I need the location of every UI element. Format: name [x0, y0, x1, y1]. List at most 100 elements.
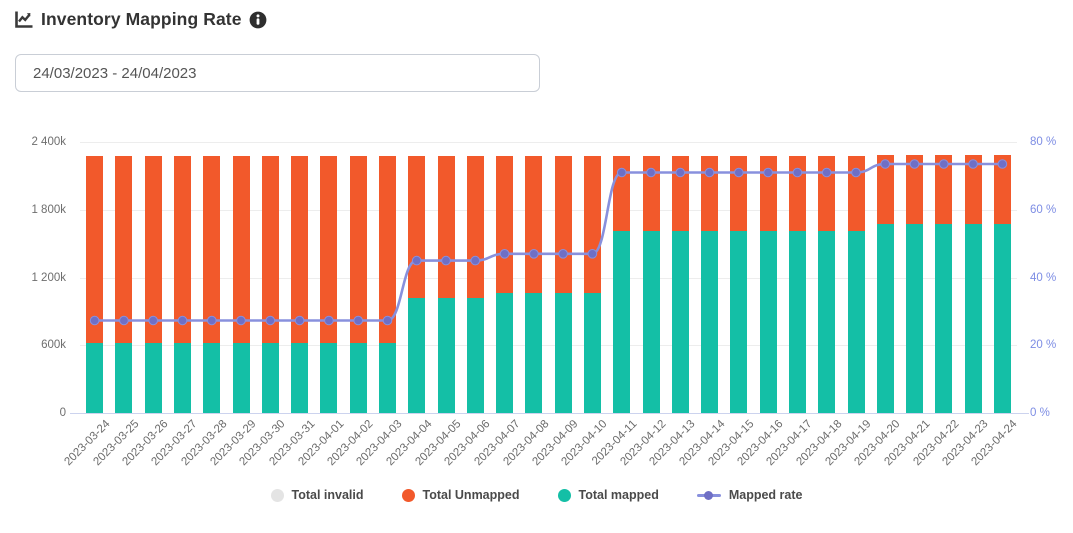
mapped-rate-point[interactable]: [294, 315, 305, 326]
bar-segment-total-mapped[interactable]: [818, 230, 836, 413]
mapped-rate-point[interactable]: [939, 159, 949, 169]
bar-segment-total-mapped[interactable]: [291, 343, 309, 413]
bar-segment-total-mapped[interactable]: [788, 230, 806, 413]
mapped-rate-point[interactable]: [353, 315, 364, 326]
bar-segment-total-mapped[interactable]: [203, 343, 221, 413]
bar-segment-total-mapped[interactable]: [906, 223, 923, 413]
bar-segment-total-unmapped[interactable]: [349, 156, 367, 343]
mapped-rate-point[interactable]: [675, 167, 686, 178]
bar-segment-total-unmapped[interactable]: [144, 156, 162, 343]
bar-segment-total-unmapped[interactable]: [847, 156, 865, 231]
bar-segment-total-unmapped[interactable]: [203, 156, 221, 343]
mapped-rate-point[interactable]: [236, 315, 246, 326]
bar-segment-total-mapped[interactable]: [583, 293, 601, 413]
mapped-rate-point[interactable]: [704, 167, 715, 178]
daterange-input[interactable]: [15, 54, 540, 92]
mapped-rate-point[interactable]: [646, 167, 656, 178]
bar-segment-total-unmapped[interactable]: [730, 156, 748, 231]
legend-item-total-invalid[interactable]: Total invalid: [270, 488, 364, 502]
bar-segment-total-mapped[interactable]: [320, 343, 338, 413]
bar-segment-total-unmapped[interactable]: [320, 156, 338, 343]
bar-segment-total-unmapped[interactable]: [261, 156, 279, 343]
bar-segment-total-unmapped[interactable]: [613, 156, 631, 231]
mapped-rate-point[interactable]: [997, 159, 1008, 169]
mapped-rate-point[interactable]: [880, 159, 891, 169]
bar-segment-total-unmapped[interactable]: [642, 156, 660, 231]
bar-segment-total-mapped[interactable]: [993, 223, 1011, 413]
legend-item-total-unmapped[interactable]: Total Unmapped: [401, 488, 520, 502]
bar-segment-total-unmapped[interactable]: [379, 156, 396, 343]
mapped-rate-point[interactable]: [89, 315, 100, 326]
chart-line-icon: [15, 11, 33, 28]
mapped-rate-point[interactable]: [382, 315, 393, 326]
bar-segment-total-mapped[interactable]: [847, 230, 865, 413]
mapped-rate-point[interactable]: [587, 249, 598, 259]
mapped-rate-point[interactable]: [558, 249, 568, 259]
bar-segment-total-mapped[interactable]: [437, 297, 455, 413]
bar-segment-total-unmapped[interactable]: [115, 156, 133, 343]
bar-segment-total-unmapped[interactable]: [408, 156, 426, 298]
bar-segment-total-mapped[interactable]: [349, 343, 367, 413]
bar-segment-total-mapped[interactable]: [701, 230, 718, 413]
bar-segment-total-mapped[interactable]: [261, 343, 279, 413]
mapped-rate-point[interactable]: [763, 167, 773, 178]
bar-segment-total-unmapped[interactable]: [554, 156, 572, 294]
bar-segment-total-unmapped[interactable]: [232, 156, 250, 343]
bar-segment-total-unmapped[interactable]: [466, 156, 484, 298]
mapped-rate-point[interactable]: [499, 249, 510, 259]
bar-segment-total-mapped[interactable]: [554, 293, 572, 413]
bar-segment-total-unmapped[interactable]: [174, 156, 191, 343]
bar-segment-total-unmapped[interactable]: [788, 156, 806, 231]
mapped-rate-point[interactable]: [792, 167, 803, 178]
mapped-rate-point[interactable]: [470, 255, 481, 266]
bar-segment-total-mapped[interactable]: [964, 223, 982, 413]
mapped-rate-point[interactable]: [968, 159, 978, 169]
mapped-rate-point[interactable]: [851, 167, 861, 178]
bar-segment-total-unmapped[interactable]: [759, 156, 777, 231]
y-axis-label-right: 80 %: [1030, 136, 1057, 148]
legend-item-mapped-rate[interactable]: Mapped rate: [696, 488, 802, 502]
bar-segment-total-mapped[interactable]: [671, 230, 689, 413]
chart-legend: Total invalid Total Unmapped Total mapped M…: [0, 488, 1073, 502]
mapped-rate-point[interactable]: [734, 167, 744, 178]
mapped-rate-point[interactable]: [119, 315, 129, 326]
bar-segment-total-unmapped[interactable]: [671, 156, 689, 231]
legend-item-total-mapped[interactable]: Total mapped: [557, 488, 659, 502]
bar-segment-total-mapped[interactable]: [935, 223, 953, 413]
bar-segment-total-unmapped[interactable]: [525, 156, 543, 294]
bar-segment-total-unmapped[interactable]: [583, 156, 601, 294]
bar-segment-total-unmapped[interactable]: [86, 156, 104, 343]
mapped-rate-point[interactable]: [207, 315, 217, 326]
bar-segment-total-mapped[interactable]: [115, 343, 133, 413]
bar-segment-total-unmapped[interactable]: [496, 156, 514, 294]
bar-segment-total-unmapped[interactable]: [818, 156, 836, 231]
mapped-rate-point[interactable]: [324, 315, 334, 326]
bar-segment-total-mapped[interactable]: [466, 297, 484, 413]
mapped-rate-point[interactable]: [616, 167, 627, 178]
mapped-rate-point[interactable]: [529, 249, 539, 259]
bar-segment-total-unmapped[interactable]: [291, 156, 309, 343]
bar-segment-total-unmapped[interactable]: [701, 156, 718, 231]
bar-segment-total-mapped[interactable]: [496, 293, 514, 413]
bar-segment-total-mapped[interactable]: [759, 230, 777, 413]
bar-segment-total-mapped[interactable]: [86, 343, 104, 413]
bar-segment-total-mapped[interactable]: [730, 230, 748, 413]
bar-segment-total-mapped[interactable]: [408, 297, 426, 413]
mapped-rate-point[interactable]: [177, 315, 188, 326]
mapped-rate-point[interactable]: [411, 255, 422, 266]
bar-segment-total-mapped[interactable]: [876, 223, 894, 413]
bar-segment-total-mapped[interactable]: [174, 343, 191, 413]
bar-segment-total-mapped[interactable]: [232, 343, 250, 413]
mapped-rate-point[interactable]: [821, 167, 832, 178]
info-icon[interactable]: [249, 11, 267, 29]
bar-segment-total-unmapped[interactable]: [437, 156, 455, 298]
bar-segment-total-mapped[interactable]: [144, 343, 162, 413]
mapped-rate-point[interactable]: [909, 159, 920, 169]
mapped-rate-point[interactable]: [148, 315, 158, 326]
bar-segment-total-mapped[interactable]: [379, 343, 396, 413]
bar-segment-total-mapped[interactable]: [613, 230, 631, 413]
bar-segment-total-mapped[interactable]: [525, 293, 543, 413]
bar-segment-total-mapped[interactable]: [642, 230, 660, 413]
mapped-rate-point[interactable]: [441, 255, 451, 266]
mapped-rate-point[interactable]: [265, 315, 276, 326]
